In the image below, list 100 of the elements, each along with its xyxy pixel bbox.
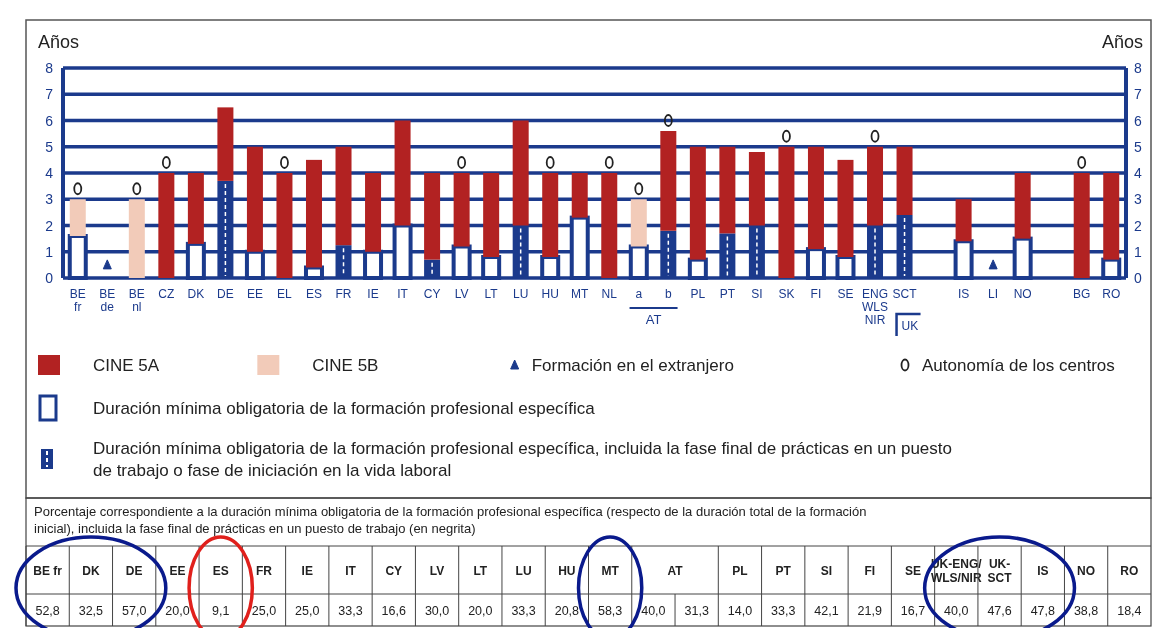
text: 16,6 [381,604,406,618]
legend-label: CINE 5A [93,356,160,375]
bar [837,159,854,257]
text: 47,8 [1030,604,1055,618]
x-tick-label: BE nl [128,287,145,314]
text: 33,3 [338,604,363,618]
y2-tick-label: 0 [1134,270,1142,286]
category-label: LV [429,564,445,578]
text: 14,0 [727,604,753,618]
x-tick-label: RO [1102,287,1121,301]
category-label: SI [820,564,833,578]
text: 32,5 [78,604,104,618]
point [870,129,880,143]
bar [1073,173,1090,278]
bar [128,199,145,278]
category-label: LU [515,564,532,578]
x-tick-label: EE [246,287,263,301]
point [545,156,555,169]
text: 31,3 [684,604,709,618]
bar [158,173,175,278]
bar [955,199,972,242]
x-tick-label: b [664,287,672,301]
bar [867,146,884,226]
text: 40,0 [641,604,666,618]
legend-label: Duración mínima obligatoria de la formación profesional específica [93,399,596,418]
bar [246,146,263,252]
bar [365,173,382,252]
category-label: PT [775,564,792,578]
bar [719,146,736,234]
x-tick-label: PL [690,287,706,301]
x-tick-label: BE fr [69,287,86,314]
text: 20,0 [468,604,493,618]
x-tick-label: FR [335,287,352,301]
text: 40,0 [944,604,969,618]
y-tick-label: 6 [45,112,54,129]
y-tick-label: 1 [45,243,54,260]
x-tick-label: ES [305,287,322,301]
category-label: NO [1077,564,1096,578]
text: 33,3 [511,604,536,618]
bar [69,199,86,236]
x-tick-label: SI [751,287,763,301]
legend-label: CINE 5B [312,356,379,375]
category-label: RO [1120,564,1139,578]
bar [483,173,500,257]
point [1077,156,1087,169]
point [604,156,614,169]
text: 20,8 [554,604,580,618]
text: 47,6 [987,604,1012,618]
text: AT [645,312,662,327]
category-label: BE fr [33,564,63,578]
x-tick-label: SE [837,287,854,301]
x-tick-label: IS [957,287,970,301]
x-tick-label: CZ [158,287,175,301]
legend-label: Duración mínima obligatoria de la formación profesional específica, incluida la fase final de prácticas en un puesto de trabajo o fase de iniciación en la vida laboral [93,439,952,480]
x-tick-label: BG [1073,287,1091,301]
y2-axis-title: Años [1101,32,1143,52]
x-tick-label: IE [367,287,379,301]
bar [1014,173,1031,239]
text: 33,3 [771,604,796,618]
text: UK [901,319,919,333]
x-tick-label: IT [397,287,409,301]
bar [276,173,293,278]
text: 25,0 [251,604,277,618]
y2-tick-label: 1 [1134,243,1142,260]
category-label: IT [345,564,357,578]
bar [217,107,234,181]
text: 18,4 [1117,604,1142,618]
category-label: EE [169,564,186,578]
legend-label: Autonomía de los centros [922,356,1115,375]
point [73,182,83,196]
category-label: LT [473,564,488,578]
text: 30,0 [424,604,450,618]
y2-tick-label: 3 [1134,191,1142,208]
text: 25,0 [295,604,320,618]
category-label: CY [385,564,403,578]
y2-tick-label: 4 [1134,165,1142,181]
bar [571,173,588,218]
category-label: HU [558,564,576,578]
x-tick-label: SCT [892,287,918,301]
y-tick-label: 8 [45,60,54,76]
category-label: FI [864,564,876,578]
x-tick-label: EL [277,287,293,301]
bar [394,120,411,226]
bar [660,131,677,231]
bar [424,173,441,260]
category-label: IE [301,564,313,578]
point [132,182,142,196]
category-label: MT [601,564,620,578]
category-label: AT [667,564,684,578]
y-tick-label: 4 [45,165,54,181]
x-tick-label: FI [810,287,822,301]
point [988,259,998,270]
y-tick-label: 7 [45,86,54,103]
x-tick-label: LU [513,287,529,301]
y2-tick-label: 6 [1134,112,1142,129]
x-tick-label: LI [988,287,999,301]
y2-tick-label: 5 [1134,138,1142,155]
y-tick-label: 0 [45,270,54,286]
bar [748,152,765,226]
y2-tick-label: 2 [1134,217,1142,234]
